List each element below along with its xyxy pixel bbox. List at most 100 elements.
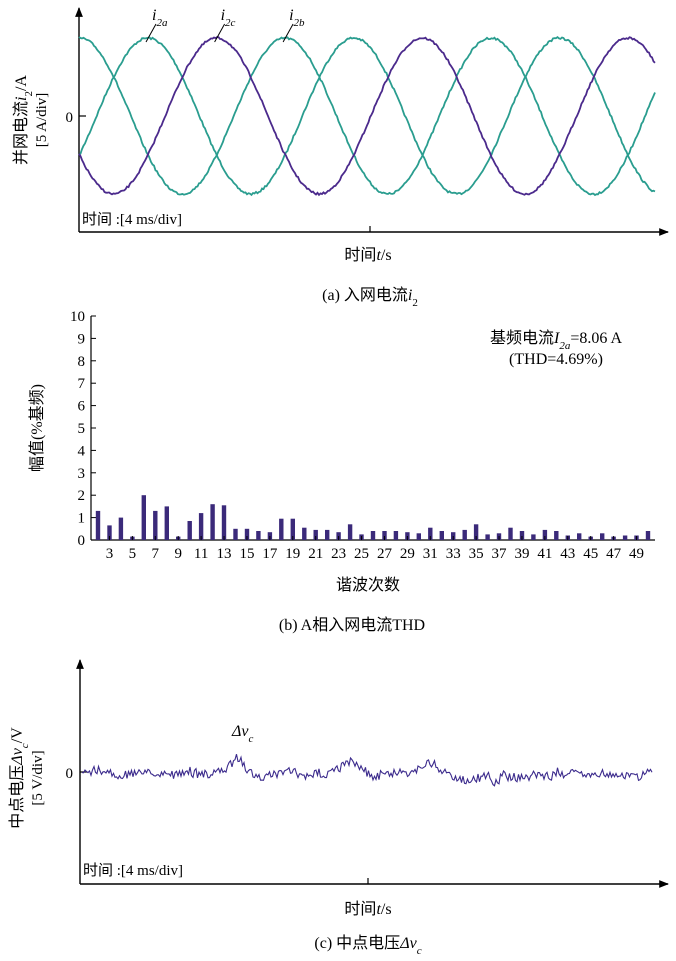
bar-harmonic-41	[542, 529, 548, 540]
panel-a-x-label: 时间t/s	[344, 246, 391, 264]
x-tick-label: 43	[560, 546, 575, 562]
panel-b-annotation-thd: (THD=4.69%)	[509, 351, 603, 368]
panel-a-caption: (a) 入网电流i2	[322, 286, 418, 309]
bar-harmonic-27	[382, 531, 387, 540]
bar-harmonic-12	[210, 504, 215, 540]
bar-harmonic-44	[577, 533, 582, 540]
panel-b-annotation-fundamental: 基频电流I2a=8.06 A	[490, 329, 622, 352]
bar-harmonic-19	[290, 518, 295, 540]
bar-harmonic-24	[347, 524, 353, 540]
bar-harmonic-38	[508, 527, 513, 540]
panel-c-zero-label: 0	[66, 766, 74, 782]
x-tick-label: 31	[423, 546, 438, 562]
x-tick-label: 27	[377, 546, 393, 562]
y-tick-label: 5	[78, 421, 86, 437]
x-tick-label: 17	[262, 546, 278, 562]
panel-c-x-label: 时间t/s	[344, 900, 391, 918]
x-tick-label: 41	[537, 546, 552, 562]
series-label-i2c: i2c	[221, 7, 236, 29]
bar-harmonic-34	[462, 529, 467, 540]
panel-b-caption: (b) A相入网电流THD	[279, 616, 425, 634]
x-tick-label: 11	[194, 546, 208, 562]
bar-harmonic-2	[95, 510, 101, 540]
y-tick-label: 2	[78, 488, 86, 504]
panel-b-x-label: 谐波次数	[336, 576, 400, 594]
x-tick-label: 13	[217, 546, 232, 562]
y-tick-label: 0	[78, 533, 86, 549]
y-tick-label: 4	[78, 443, 86, 459]
x-tick-label: 15	[239, 546, 254, 562]
y-tick-label: 1	[78, 511, 86, 527]
panel-a-time-scale: 时间 :[4 ms/div]	[82, 211, 182, 228]
bar-harmonic-32	[439, 531, 444, 540]
bar-harmonic-30	[416, 533, 421, 540]
bar-harmonic-16	[256, 531, 261, 540]
bar-harmonic-50	[645, 531, 651, 540]
bar-harmonic-15	[244, 528, 250, 540]
bar-harmonic-21	[313, 529, 318, 540]
panel-c-chart: 0 Δvc 时间 :[4 ms/div] 中点电压Δvc/V [5 V/div]…	[8, 659, 669, 957]
bar-harmonic-48	[622, 535, 628, 540]
bar-harmonic-4	[118, 517, 124, 540]
panel-c-y-scale: [5 V/div]	[30, 750, 46, 805]
bar-harmonic-20	[302, 527, 307, 540]
bar-harmonic-35	[473, 524, 479, 540]
panel-b-x-ticks: 3 5 7 9 11 13 15 17 19 21 23 25 27 29 31 33 35 37 39 41 43 45…	[106, 536, 644, 562]
x-tick-label: 45	[583, 546, 598, 562]
y-tick-label: 6	[78, 399, 86, 415]
x-tick-label: 3	[106, 546, 114, 562]
panel-c-series-group	[81, 754, 653, 787]
bar-harmonic-8	[164, 506, 169, 540]
bar-harmonic-7	[153, 510, 158, 540]
bar-harmonic-40	[531, 534, 536, 540]
bar-harmonic-31	[428, 527, 433, 540]
bar-harmonic-6	[141, 495, 146, 540]
bar-harmonic-3	[107, 525, 112, 540]
x-tick-label: 39	[514, 546, 529, 562]
bar-harmonic-10	[187, 521, 192, 540]
panel-c-caption: (c) 中点电压Δvc	[314, 934, 421, 957]
x-tick-label: 5	[129, 546, 137, 562]
bar-harmonic-22	[325, 529, 330, 540]
panel-a-series-group	[78, 35, 656, 197]
x-tick-label: 33	[446, 546, 461, 562]
bar-harmonic-46	[600, 533, 605, 540]
y-tick-label: 10	[70, 309, 85, 325]
x-tick-label: 7	[152, 546, 160, 562]
bar-harmonic-28	[393, 531, 399, 540]
panel-b-bars	[95, 495, 651, 540]
panel-a-chart: 0 i2a i2b i2c 时间 :[4 ms/div] 并网电流i2/A [5 A…	[12, 7, 669, 309]
x-tick-label: 29	[400, 546, 415, 562]
x-tick-label: 47	[606, 546, 622, 562]
panel-a-series-labels: i2a i2b i2c	[145, 7, 305, 43]
x-tick-label: 37	[492, 546, 508, 562]
x-tick-label: 19	[285, 546, 300, 562]
x-tick-label: 9	[174, 546, 182, 562]
panel-b-y-label: 幅值(%基频)	[28, 384, 46, 472]
x-tick-label: 25	[354, 546, 369, 562]
panel-a-zero-label: 0	[66, 110, 74, 126]
y-tick-label: 3	[78, 466, 86, 482]
y-tick-label: 9	[78, 331, 86, 347]
series-line-i2a	[78, 35, 656, 197]
series-leader-i2b	[282, 23, 294, 43]
bar-harmonic-26	[370, 531, 376, 540]
x-tick-label: 49	[629, 546, 644, 562]
bar-harmonic-11	[198, 513, 204, 540]
series-leader-i2c	[214, 23, 226, 43]
bar-harmonic-18	[279, 518, 284, 540]
panel-a-y-scale: [5 A/div]	[34, 93, 50, 148]
bar-harmonic-42	[554, 531, 559, 540]
series-label-i2b: i2b	[289, 7, 305, 29]
x-tick-label: 35	[469, 546, 484, 562]
y-tick-label: 8	[78, 354, 86, 370]
bar-harmonic-36	[485, 534, 490, 540]
panel-c-y-label: 中点电压Δvc/V	[8, 727, 31, 829]
series-line-i2c	[78, 36, 656, 197]
panel-c-series-label: Δvc	[231, 723, 254, 745]
bar-harmonic-14	[233, 528, 238, 540]
series-line-delta-vc	[81, 754, 653, 787]
x-tick-label: 23	[331, 546, 346, 562]
